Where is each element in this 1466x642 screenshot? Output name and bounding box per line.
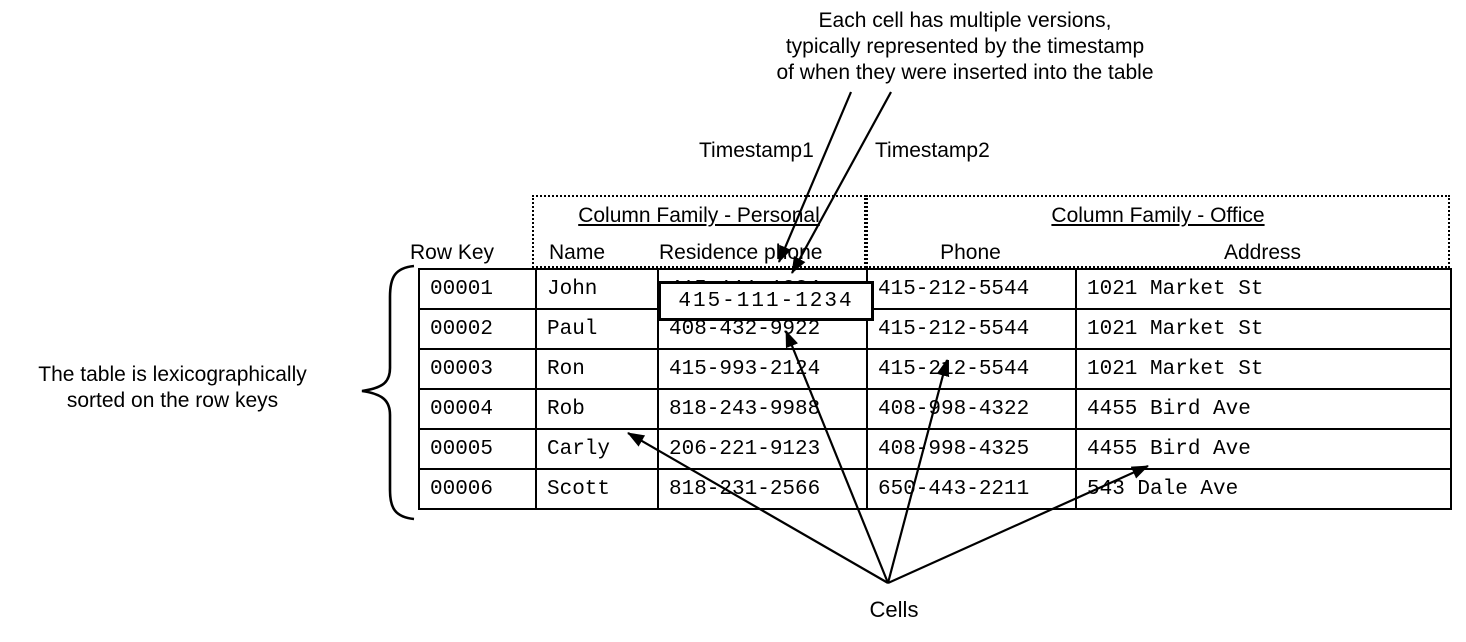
column-header-office-phone: Phone: [940, 241, 1001, 264]
name-cell: John: [535, 268, 659, 310]
name-cell: Ron: [535, 348, 659, 390]
office-phone-cell: 408-998-4322: [866, 388, 1077, 430]
row-key-cell: 00006: [418, 468, 537, 510]
table-row: 00001 John 415-111-1234 415-212-5544 102…: [418, 268, 1452, 310]
office-phone-cell: 650-443-2211: [866, 468, 1077, 510]
residence-phone-cell: 818-243-9988: [657, 388, 868, 430]
versions-annotation-line1: Each cell has multiple versions,: [818, 9, 1112, 32]
sorted-annotation-line1: The table is lexicographically: [38, 363, 307, 386]
versions-annotation-line2: typically represented by the timestamp: [785, 35, 1145, 58]
residence-phone-cell: 415-993-2124: [657, 348, 868, 390]
name-cell: Paul: [535, 308, 659, 350]
bigtable: 00001 John 415-111-1234 415-212-5544 102…: [418, 268, 1452, 510]
office-address-cell: 4455 Bird Ave: [1075, 428, 1452, 470]
row-key-cell: 00005: [418, 428, 537, 470]
column-family-office-title: Column Family - Office: [1051, 204, 1265, 227]
column-header-residence-phone: Residence phone: [659, 241, 823, 264]
table-row: 00003 Ron 415-993-2124 415-212-5544 1021…: [418, 348, 1452, 390]
table-row: 00006 Scott 818-231-2566 650-443-2211 54…: [418, 468, 1452, 510]
name-cell: Scott: [535, 468, 659, 510]
residence-phone-cell: 206-221-9123: [657, 428, 868, 470]
office-address-cell: 1021 Market St: [1075, 268, 1452, 310]
office-address-cell: 1021 Market St: [1075, 348, 1452, 390]
column-header-office-address: Address: [1223, 241, 1302, 264]
column-header-name: Name: [549, 241, 606, 264]
versions-annotation-line3: of when they were inserted into the tabl…: [776, 61, 1154, 84]
row-key-cell: 00004: [418, 388, 537, 430]
cells-label: Cells: [869, 597, 919, 622]
row-group-brace: [361, 264, 415, 521]
table-row: 00002 Paul 408-432-9922 415-212-5544 102…: [418, 308, 1452, 350]
office-phone-cell: 415-212-5544: [866, 348, 1077, 390]
sorted-annotation-line2: sorted on the row keys: [66, 389, 279, 412]
cell-version-box: 415-111-1234: [658, 281, 874, 321]
versions-annotation: Each cell has multiple versions, typical…: [640, 8, 1290, 86]
timestamp2-label: Timestamp2: [875, 139, 990, 162]
timestamp1-label: Timestamp1: [699, 139, 814, 162]
column-family-personal-title: Column Family - Personal: [578, 204, 820, 227]
name-cell: Carly: [535, 428, 659, 470]
row-key-header: Row Key: [410, 241, 495, 264]
office-phone-cell: 415-212-5544: [866, 268, 1077, 310]
table-row: 00005 Carly 206-221-9123 408-998-4325 44…: [418, 428, 1452, 470]
row-key-cell: 00002: [418, 308, 537, 350]
row-key-cell: 00001: [418, 268, 537, 310]
residence-phone-cell: 818-231-2566: [657, 468, 868, 510]
table-row: 00004 Rob 818-243-9988 408-998-4322 4455…: [418, 388, 1452, 430]
office-phone-cell: 408-998-4325: [866, 428, 1077, 470]
sorted-annotation: The table is lexicographically sorted on…: [0, 362, 345, 414]
row-key-cell: 00003: [418, 348, 537, 390]
name-cell: Rob: [535, 388, 659, 430]
cell-version-value: 415-111-1234: [678, 289, 854, 313]
office-phone-cell: 415-212-5544: [866, 308, 1077, 350]
office-address-cell: 543 Dale Ave: [1075, 468, 1452, 510]
office-address-cell: 4455 Bird Ave: [1075, 388, 1452, 430]
office-address-cell: 1021 Market St: [1075, 308, 1452, 350]
